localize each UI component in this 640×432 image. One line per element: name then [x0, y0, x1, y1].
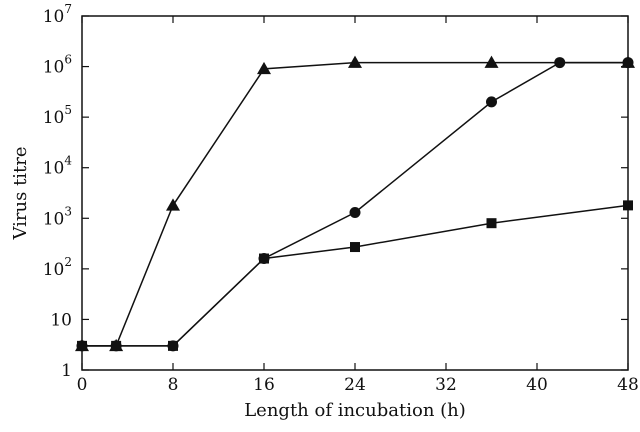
x-tick-label: 0: [77, 375, 88, 395]
data-point-square: [350, 242, 360, 253]
data-point-triangle: [166, 198, 180, 211]
x-axis: 0 8 16 24 32 40 48: [77, 16, 639, 395]
y-tick-label: 102: [43, 255, 72, 280]
data-point-square: [486, 218, 497, 229]
data-point-triangle: [484, 55, 499, 68]
y-tick-label: 1: [61, 361, 72, 381]
data-point-square: [168, 340, 178, 351]
y-tick-label: 105: [43, 103, 72, 128]
data-point-circle: [622, 57, 634, 69]
data-point-square: [259, 253, 269, 264]
data-point-circle: [554, 57, 566, 69]
y-tick-label: 106: [43, 53, 72, 78]
y-tick-label: 103: [43, 204, 72, 229]
x-tick-label: 16: [253, 375, 275, 395]
data-point-circle: [349, 207, 361, 219]
series-square: [77, 200, 633, 351]
data-point-triangle: [257, 61, 271, 75]
y-tick-label: 10: [50, 310, 72, 330]
data-point-square: [111, 340, 122, 351]
data-point-square: [623, 200, 633, 211]
data-point-triangle: [348, 55, 362, 68]
series-line: [82, 61, 628, 347]
y-axis-title: Virus titre: [10, 146, 31, 240]
series-line: [82, 61, 628, 347]
x-tick-label: 8: [168, 375, 179, 395]
data-point-circle: [486, 96, 497, 108]
plot-border: [81, 15, 629, 371]
x-axis-title: Length of incubation (h): [244, 400, 466, 421]
series-layer: [75, 55, 635, 352]
y-tick-label: 107: [43, 2, 72, 27]
x-tick-label: 32: [435, 375, 457, 395]
data-point-square: [77, 340, 87, 351]
x-tick-label: 24: [344, 375, 366, 395]
y-tick-label: 104: [43, 154, 73, 179]
y-axis: 1 10 102 103 104 105 106 107: [43, 2, 628, 381]
plot-frame: [81, 15, 629, 371]
series-circle: [76, 57, 634, 352]
x-tick-label: 48: [617, 375, 639, 395]
series-triangle: [75, 55, 635, 352]
x-tick-label: 40: [526, 375, 548, 395]
